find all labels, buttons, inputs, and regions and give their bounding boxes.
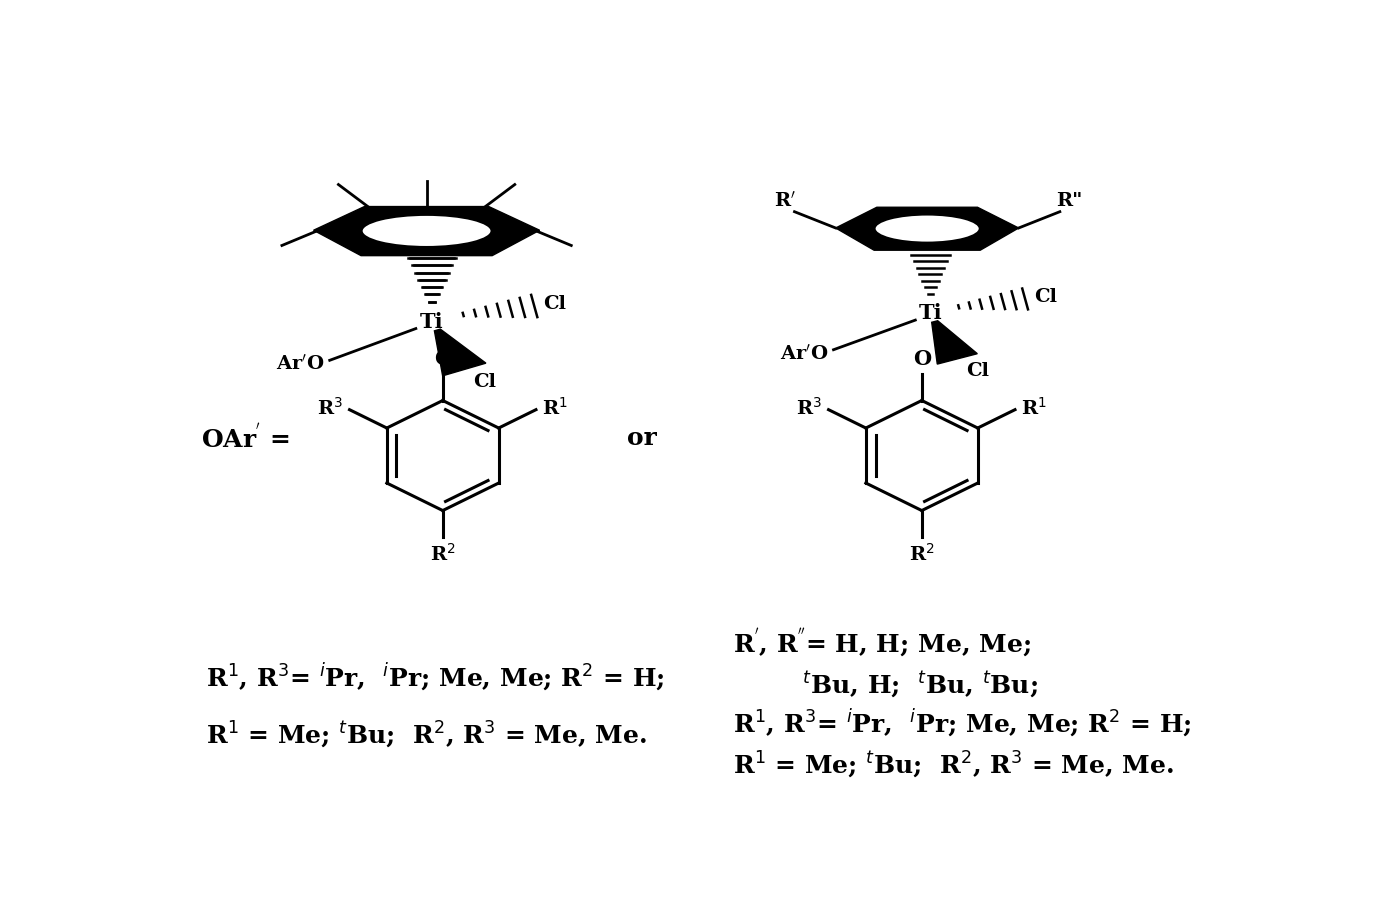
Text: Ar$'$O: Ar$'$O: [276, 354, 324, 374]
Text: Ar$'$O: Ar$'$O: [779, 344, 828, 364]
Text: Cl: Cl: [543, 295, 565, 313]
Text: R$^{1}$ = Me; $^{t}$Bu;  R$^{2}$, R$^{3}$ = Me, Me.: R$^{1}$ = Me; $^{t}$Bu; R$^{2}$, R$^{3}$…: [206, 719, 647, 749]
Ellipse shape: [361, 215, 492, 247]
Polygon shape: [314, 206, 540, 256]
Polygon shape: [932, 321, 978, 364]
Text: R$^{2}$: R$^{2}$: [431, 543, 456, 565]
Text: R$^{1}$: R$^{1}$: [543, 397, 568, 419]
Text: Cl: Cl: [965, 363, 989, 380]
Text: R$^{3}$: R$^{3}$: [796, 397, 822, 419]
Text: OAr$^{'}$ =: OAr$^{'}$ =: [200, 423, 289, 453]
Text: R$^{1}$ = Me; $^{t}$Bu;  R$^{2}$, R$^{3}$ = Me, Me.: R$^{1}$ = Me; $^{t}$Bu; R$^{2}$, R$^{3}$…: [733, 749, 1175, 780]
Text: R$^{1}$, R$^{3}$= $^{i}$Pr,  $^{i}$Pr; Me, Me; R$^{2}$ = H;: R$^{1}$, R$^{3}$= $^{i}$Pr, $^{i}$Pr; Me…: [206, 661, 664, 693]
Text: R$^{'}$, R$^{''}$= H, H; Me, Me;: R$^{'}$, R$^{''}$= H, H; Me, Me;: [733, 627, 1032, 659]
Text: R$^{1}$: R$^{1}$: [1021, 397, 1047, 419]
Text: R$^{1}$, R$^{3}$= $^{i}$Pr,  $^{i}$Pr; Me, Me; R$^{2}$ = H;: R$^{1}$, R$^{3}$= $^{i}$Pr, $^{i}$Pr; Me…: [733, 707, 1192, 739]
Text: Cl: Cl: [1033, 288, 1057, 306]
Text: Cl: Cl: [472, 373, 496, 391]
Text: $^{t}$Bu, H;  $^{t}$Bu, $^{t}$Bu;: $^{t}$Bu, H; $^{t}$Bu, $^{t}$Bu;: [733, 670, 1039, 700]
Text: Ti: Ti: [918, 303, 942, 323]
Text: R": R": [1056, 192, 1082, 210]
Text: R$'$: R$'$: [774, 191, 796, 210]
Text: R$^{2}$: R$^{2}$: [908, 543, 935, 565]
Polygon shape: [435, 329, 486, 376]
Polygon shape: [836, 207, 1018, 250]
Ellipse shape: [875, 214, 979, 243]
Text: or: or: [626, 426, 657, 450]
Text: R$^{3}$: R$^{3}$: [317, 397, 343, 419]
Text: Ti: Ti: [419, 311, 444, 332]
Text: O: O: [433, 349, 451, 369]
Text: O: O: [913, 349, 931, 369]
